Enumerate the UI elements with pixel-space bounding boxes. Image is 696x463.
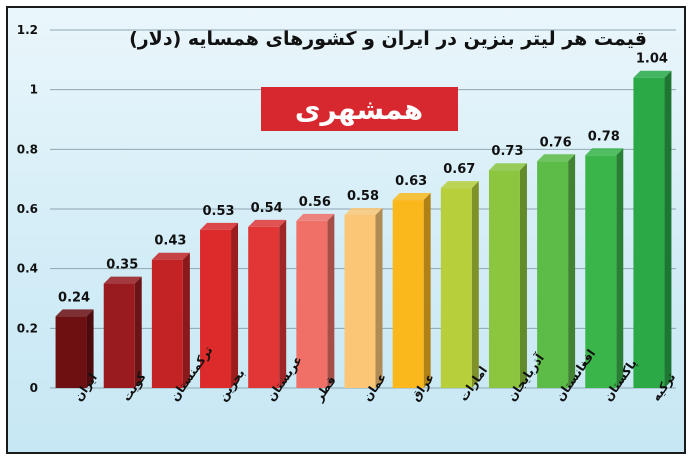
bar-top <box>103 276 142 284</box>
bar <box>296 213 335 388</box>
bar-top <box>55 309 94 317</box>
bar-front <box>585 155 617 388</box>
bar <box>585 148 624 388</box>
bar <box>488 163 527 388</box>
bar <box>344 207 383 388</box>
bar-front <box>440 188 472 388</box>
y-tick-label: 0.4 <box>17 262 38 276</box>
bar-side <box>375 207 383 388</box>
bar <box>392 193 431 388</box>
bar-front <box>296 220 328 388</box>
data-label: 1.04 <box>636 52 668 67</box>
bar-front <box>344 214 376 388</box>
bar-top <box>248 219 287 227</box>
y-tick-label: 0.6 <box>17 202 38 216</box>
bar-side <box>86 309 94 388</box>
bar-front <box>488 170 520 388</box>
bar-front <box>55 316 87 388</box>
data-label: 0.56 <box>299 195 331 210</box>
bar-side <box>616 148 624 388</box>
bar-front <box>633 77 665 388</box>
bar-front <box>392 200 424 388</box>
bar-side <box>664 70 672 388</box>
data-label: 0.54 <box>251 201 283 216</box>
data-label: 0.58 <box>347 189 379 204</box>
y-tick-label: 0.2 <box>17 321 38 335</box>
bar-side <box>423 193 431 388</box>
y-tick-label: 0.8 <box>17 142 38 156</box>
bar-side <box>568 154 576 388</box>
bar <box>248 219 287 388</box>
bar-side <box>471 181 479 388</box>
data-label: 0.76 <box>540 135 572 150</box>
bar <box>103 276 142 388</box>
hamshahri-logo: همشهری <box>261 87 458 131</box>
bar <box>200 222 239 388</box>
data-label: 0.78 <box>588 129 620 144</box>
y-axis-ticks: 0 0.2 0.4 0.6 0.8 1 1.2 <box>17 23 38 395</box>
bar-top <box>344 207 383 215</box>
bar-side <box>279 219 287 388</box>
data-label: 0.73 <box>491 144 523 159</box>
bar-top <box>151 252 190 260</box>
bar <box>151 252 190 388</box>
bar-top <box>633 70 672 78</box>
bar-top <box>200 222 239 230</box>
bar-front <box>200 229 232 388</box>
data-label: 0.24 <box>58 290 90 305</box>
bar-top <box>392 193 431 201</box>
data-label: 0.43 <box>154 234 186 249</box>
bars <box>55 70 672 388</box>
bar-front <box>537 161 569 388</box>
y-tick-label: 1 <box>30 83 38 97</box>
bar-side <box>231 222 239 388</box>
data-label: 0.35 <box>106 258 138 273</box>
bar <box>633 70 672 388</box>
bar-top <box>585 148 624 156</box>
bar <box>55 309 94 388</box>
bar-side <box>134 276 142 388</box>
data-label: 0.67 <box>443 162 475 177</box>
logo-background <box>261 87 458 131</box>
bar-top <box>440 181 479 189</box>
chart-title: قیمت هر لیتر بنزین در ایران و کشورهای هم… <box>129 28 647 50</box>
bar-front <box>151 259 183 388</box>
bar-front <box>248 226 280 388</box>
data-label: 0.63 <box>395 174 427 189</box>
bar-top <box>296 213 335 221</box>
logo-text: همشهری <box>295 93 423 126</box>
bar-side <box>327 213 335 388</box>
bar-top <box>537 154 576 162</box>
y-tick-label: 1.2 <box>17 23 38 37</box>
data-label: 0.53 <box>202 204 234 219</box>
bar-front <box>103 283 135 388</box>
bar-side <box>519 163 527 388</box>
bar-chart: 00.20.40.60.811.2 0.240.350.430.53 0.54 0.… <box>17 23 678 405</box>
bar-side <box>182 252 190 388</box>
bar <box>537 154 576 388</box>
bar-top <box>488 163 527 171</box>
y-tick-label: 0 <box>30 381 38 395</box>
chart-frame: 0 0.2 0.4 0.6 0.8 1 1.2 0.24 0.35 0.43 0.53 0.54 0.… <box>6 6 686 454</box>
data-labels: 0.24 0.35 0.43 0.53 0.54 0.56 0.58 0.63 0.67 0.73… <box>58 52 668 306</box>
bar <box>440 181 479 388</box>
